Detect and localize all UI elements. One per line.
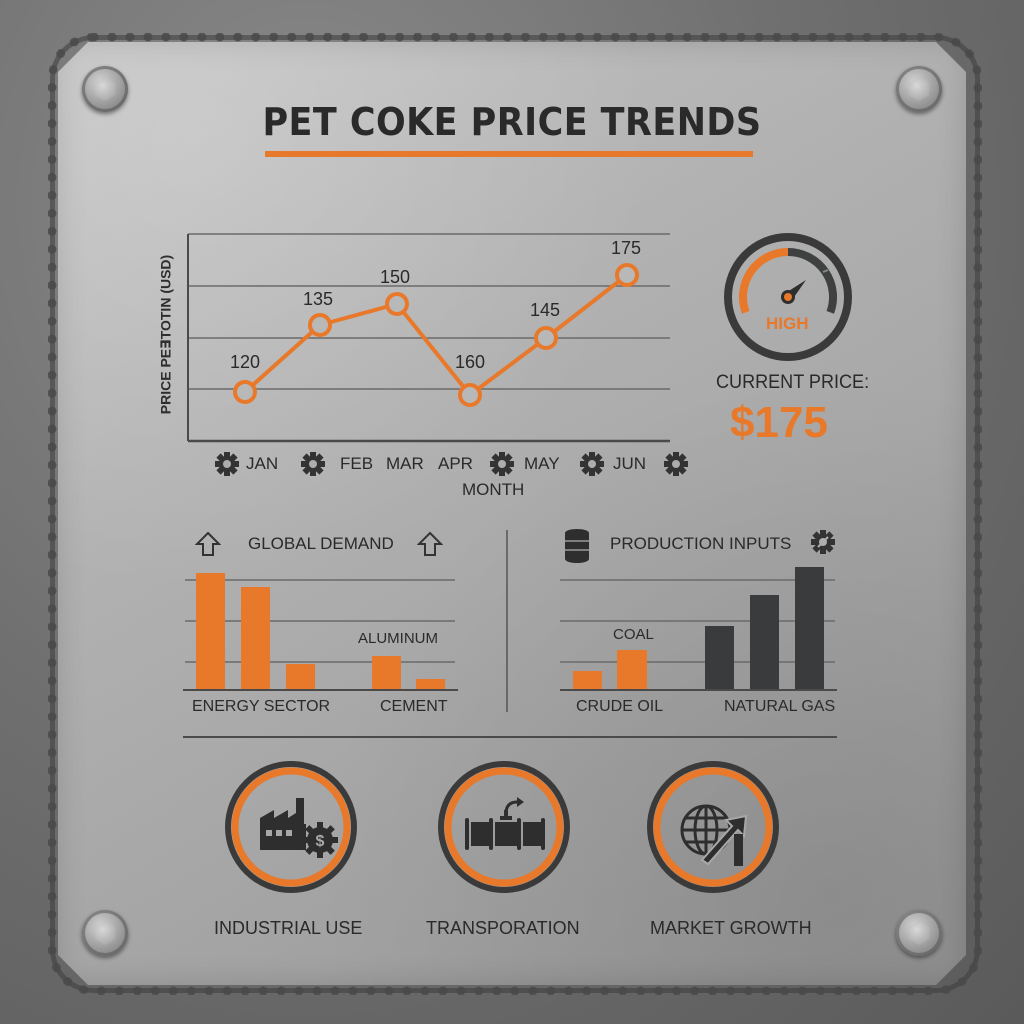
bar-energy-3	[286, 664, 315, 690]
factor-industrial-use: $	[225, 761, 357, 893]
label-energy-sector: ENERGY SECTOR	[192, 698, 331, 715]
point-label-feb: 135	[303, 289, 334, 309]
oil-barrel-icon	[565, 529, 589, 563]
point-label-jan: 120	[230, 352, 261, 372]
data-point-jan	[233, 380, 257, 404]
price-line	[243, 273, 629, 397]
x-tick-feb: FEB	[340, 454, 374, 473]
x-tick-mar: MAR	[386, 454, 424, 473]
point-label-mar: 150	[380, 267, 411, 287]
data-points	[233, 263, 639, 407]
weld-bead	[48, 33, 982, 995]
bar-cement	[416, 679, 445, 690]
x-tick-jun: JUN	[613, 454, 647, 473]
bolt-bottom-left	[82, 910, 128, 956]
label-cement: CEMENT	[380, 698, 448, 715]
x-tick-jan: JAN	[246, 454, 279, 473]
bolt-top-right	[896, 66, 942, 112]
current-price-label: CURRENT PRICE:	[716, 372, 870, 393]
label-natural-gas: NATURAL GAS	[724, 698, 836, 715]
label-crude-oil: CRUDE OIL	[576, 698, 664, 715]
x-tick-apr: APR	[438, 454, 473, 473]
bar-natural-gas-1	[705, 626, 734, 690]
chart-gridlines	[188, 233, 670, 390]
production-inputs-title: PRODUCTION INPUTS	[610, 534, 792, 553]
bolt-bottom-right	[896, 910, 942, 956]
title-underline	[265, 151, 753, 157]
gear-icon	[811, 530, 835, 554]
point-label-may: 145	[530, 300, 561, 320]
x-axis-label: MONTH	[462, 480, 525, 499]
up-arrow-icon	[417, 531, 443, 556]
bar-natural-gas-3	[795, 567, 824, 690]
bar-energy-2	[241, 587, 270, 690]
label-aluminum: ALUMINUM	[358, 630, 439, 647]
data-point-feb	[308, 313, 332, 337]
bar-natural-gas-2	[750, 595, 779, 690]
gauge-icon	[724, 233, 852, 361]
bar-energy-1	[196, 573, 225, 690]
up-arrow-icon	[195, 531, 221, 556]
point-label-jun: 175	[611, 238, 642, 258]
pipeline-icon	[465, 797, 545, 850]
data-point-jun	[615, 263, 639, 287]
bar-crude-oil	[573, 671, 602, 690]
label-coal: COAL	[613, 626, 654, 643]
factor-label-industrial-use: INDUSTRIAL USE	[214, 918, 363, 938]
svg-text:$: $	[316, 833, 325, 850]
global-demand-title: GLOBAL DEMAND	[248, 534, 394, 553]
data-point-mar	[385, 292, 409, 316]
bar-aluminum	[372, 656, 401, 690]
bolt-top-left	[82, 66, 128, 112]
x-tick-may: MAY	[524, 454, 560, 473]
factor-label-transportation: TRANSPORATION	[426, 918, 580, 938]
bar-coal	[617, 650, 647, 690]
data-point-may	[534, 326, 558, 350]
current-price-value: $175	[730, 398, 828, 447]
factor-label-market-growth: MARKET GROWTH	[650, 918, 812, 938]
factory-dollar-icon: $	[260, 798, 338, 858]
gauge-status: HIGH	[766, 314, 809, 333]
data-point-apr	[458, 383, 482, 407]
factor-market-growth	[647, 761, 779, 893]
page-title: PET COKE PRICE TRENDS	[262, 100, 762, 144]
factor-transportation	[438, 761, 570, 893]
point-label-apr: 160	[455, 352, 486, 372]
